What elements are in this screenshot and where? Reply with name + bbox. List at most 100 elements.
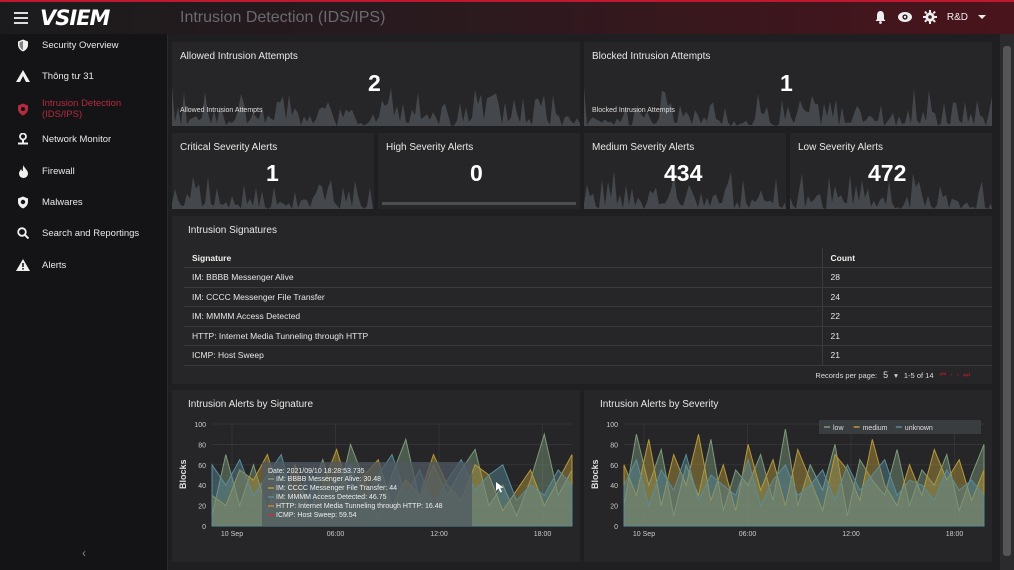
legend-entry[interactable]: low: [833, 425, 844, 432]
cell-signature: ICMP: Host Sweep: [184, 345, 822, 366]
shield-alert-icon: [16, 102, 30, 116]
y-tick-label: 20: [198, 504, 206, 511]
kpi-value: 0: [470, 160, 483, 186]
sidebar-item-network-monitor[interactable]: Network Monitor: [0, 124, 168, 154]
cell-count: 21: [821, 326, 992, 346]
x-tick-label: 10 Sep: [633, 531, 655, 538]
tooltip-line: IM: CCCC Messenger File Transfer: 44: [276, 485, 397, 492]
records-per-page-select[interactable]: 5: [883, 370, 889, 380]
chart-plot[interactable]: Blocks 0 20 40 60 80 100 10 Sep 06:00 12:00 18:00 D…: [172, 412, 580, 562]
chart-alerts-by-signature: Intrusion Alerts by Signature Blocks 0 20 4…: [172, 390, 580, 562]
table-row[interactable]: IM: BBBB Messenger Alive 28: [184, 267, 992, 288]
table-row[interactable]: HTTP: Internet Media Tunneling through H…: [184, 326, 992, 346]
next-page-icon[interactable]: ›: [956, 370, 964, 379]
series-area-low[interactable]: [623, 429, 985, 527]
triangle-icon: [16, 69, 30, 83]
cell-signature: IM: BBBB Messenger Alive: [184, 267, 822, 288]
chart-title: Intrusion Alerts by Signature: [188, 399, 314, 410]
sidebar-item-intrusion-detection[interactable]: Intrusion Detection (IDS/IPS): [0, 93, 168, 125]
cell-signature: IM: CCCC Messenger File Transfer: [184, 287, 822, 307]
kpi-high-alerts: High Severity Alerts 0: [378, 133, 580, 209]
sidebar-item-search-reportings[interactable]: Search and Reportings: [0, 218, 168, 248]
y-tick-label: 80: [198, 442, 206, 449]
y-tick-label: 60: [610, 463, 618, 470]
x-tick-label: 10 Sep: [221, 531, 243, 538]
y-axis-label: Blocks: [178, 459, 188, 489]
kpi-low-alerts: Low Severity Alerts 472: [790, 133, 992, 209]
tooltip-line: ICMP: Host Sweep: 59.54: [276, 512, 357, 519]
sparkline-bg: [584, 87, 992, 126]
x-tick-label: 18:00: [534, 531, 552, 538]
caret-down-icon[interactable]: ▾: [894, 370, 898, 380]
signatures-table: Signature Count IM: BBBB Messenger Alive…: [184, 248, 992, 366]
user-menu-label[interactable]: R&D: [946, 11, 968, 23]
sidebar-item-firewall[interactable]: Firewall: [0, 156, 168, 186]
records-per-page-label: Records per page:: [815, 370, 878, 380]
sidebar-item-malwares[interactable]: Malwares: [0, 187, 168, 217]
eye-icon[interactable]: [897, 11, 913, 23]
kpi-allowed-intrusions: Allowed Intrusion Attempts 2 Allowed Int…: [172, 42, 580, 126]
menu-icon[interactable]: [14, 12, 28, 24]
tooltip-line: HTTP: Internet Media Tunneling through H…: [276, 503, 443, 510]
column-header-count[interactable]: Count: [821, 248, 992, 268]
x-tick-label: 06:00: [739, 531, 757, 538]
sidebar-item-label: Intrusion Detection (IDS/IPS): [42, 98, 122, 120]
table-row[interactable]: IM: CCCC Messenger File Transfer 24: [184, 287, 992, 307]
network-person-icon: [16, 132, 30, 146]
top-bar: VSIEM Intrusion Detection (IDS/IPS) R&D: [0, 0, 1014, 34]
legend-entry[interactable]: unknown: [905, 425, 933, 432]
y-tick-label: 0: [202, 524, 206, 531]
sidebar: Security Overview Thông tư 31 Intrusion …: [0, 34, 168, 570]
first-page-icon[interactable]: ⏮: [939, 370, 951, 379]
chart-title: Intrusion Alerts by Severity: [600, 399, 719, 410]
chevron-down-icon[interactable]: [978, 14, 986, 20]
kpi-medium-alerts: Medium Severity Alerts 434: [584, 133, 786, 209]
legend-entry[interactable]: medium: [863, 425, 888, 432]
x-tick-label: 12:00: [430, 531, 448, 538]
kpi-title: Medium Severity Alerts: [592, 142, 695, 153]
sparkline-area: [790, 173, 992, 209]
sparkline-flat: [382, 202, 576, 205]
kpi-critical-alerts: Critical Severity Alerts 1: [172, 133, 374, 209]
kpi-blocked-intrusions: Blocked Intrusion Attempts 1 Blocked Int…: [584, 42, 992, 126]
table-row[interactable]: IM: MMMM Access Detected 22: [184, 306, 992, 327]
scrollbar[interactable]: [1000, 34, 1014, 570]
app-logo[interactable]: VSIEM: [40, 6, 110, 30]
search-icon: [16, 226, 30, 240]
prev-page-icon[interactable]: ‹: [950, 370, 957, 379]
chart-alerts-by-severity: Intrusion Alerts by Severity Blocks 0 20 40…: [584, 390, 992, 562]
page-title: Intrusion Detection (IDS/IPS): [180, 9, 386, 26]
kpi-caption: Allowed Intrusion Attempts: [180, 107, 263, 114]
fire-icon: [16, 164, 30, 178]
series-area-medium[interactable]: [623, 434, 985, 527]
intrusion-signatures-panel: Intrusion Signatures Signature Count IM:…: [172, 216, 992, 384]
sidebar-item-alerts[interactable]: Alerts: [0, 250, 168, 280]
kpi-value: 472: [868, 160, 907, 186]
tooltip-date: Date: 2021/09/10 18:28:53.735: [268, 468, 365, 475]
sidebar-item-security-overview[interactable]: Security Overview: [0, 30, 168, 60]
sidebar-item-label: Alerts: [42, 259, 67, 271]
chart-plot[interactable]: Blocks 0 20 40 60 80 100 10 Sep 06:00 12:00 18:00 l…: [584, 412, 992, 562]
sparkline-bg: [172, 86, 580, 126]
kpi-title: Critical Severity Alerts: [180, 142, 278, 153]
gear-icon[interactable]: [922, 10, 937, 24]
y-tick-label: 0: [614, 524, 618, 531]
table-row[interactable]: ICMP: Host Sweep 21: [184, 345, 992, 366]
sidebar-collapse-button[interactable]: ‹: [82, 546, 86, 560]
x-tick-label: 18:00: [946, 531, 964, 538]
sparkline-area: [584, 87, 992, 126]
last-page-icon[interactable]: ⏭: [963, 370, 974, 379]
column-header-signature[interactable]: Signature: [184, 248, 822, 268]
series-area-unknown[interactable]: [623, 452, 985, 527]
sidebar-item-label: Network Monitor: [42, 133, 112, 145]
sidebar-item-thong-tu-31[interactable]: Thông tư 31: [0, 61, 168, 91]
y-tick-label: 20: [610, 504, 618, 511]
kpi-caption: Blocked Intrusion Attempts: [592, 107, 675, 114]
sparkline-area: [172, 176, 374, 209]
bell-icon[interactable]: [874, 10, 887, 24]
y-tick-label: 40: [198, 483, 206, 490]
sparkline-bg: [584, 170, 786, 209]
chart-legend: low medium unknown: [819, 420, 981, 434]
x-tick-label: 12:00: [842, 531, 860, 538]
scrollbar-thumb[interactable]: [1003, 46, 1011, 556]
